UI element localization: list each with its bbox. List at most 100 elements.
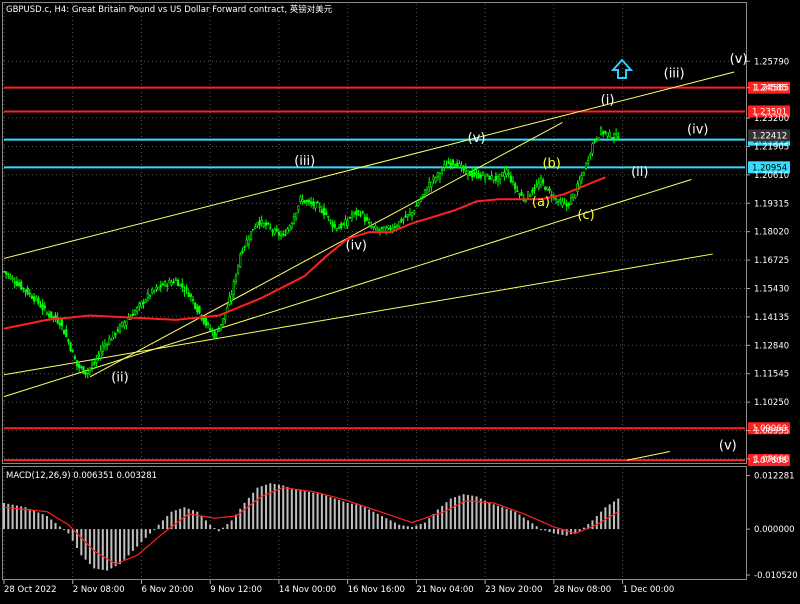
macd-bar [307,492,310,530]
candles [2,126,620,379]
time-tick-label: 6 Nov 20:00 [141,585,193,595]
candle-body [131,313,134,317]
candle-body [90,364,94,369]
trendline-0 [3,71,735,259]
target-arrow [610,58,634,79]
macd-bar [445,502,448,530]
candle-body [110,339,113,341]
macd-bar [303,491,306,530]
candle-body [146,293,150,299]
candle-body [28,292,31,295]
macd-bar [587,524,590,530]
price-tick-label: 1.21905 [754,142,789,152]
candle-body [460,165,463,168]
candle-body [282,233,285,236]
macd-bar [527,520,530,530]
macd-bar [458,495,461,530]
candle-body [108,338,111,345]
macd-bar [591,520,594,530]
macd-bar [204,520,207,530]
candle-body [256,222,259,226]
time-tick-label: 23 Nov 20:00 [485,585,542,595]
candle-body [277,231,281,236]
price-axis: 1.25790 1.24585 1.23200 1.21905 1.20610 1.193… [746,57,789,465]
macd-bar [359,505,362,530]
candle-body [479,174,482,178]
candle-body [402,218,405,221]
macd-bar [406,526,409,530]
candle-body [37,297,40,304]
candle-body [211,329,214,333]
macd-bar [106,529,109,571]
macd-bar [273,484,276,530]
wave-label-4: (a) [532,195,550,210]
candle-body [209,328,212,331]
candle-body [159,284,162,288]
time-tick-label: 2 Nov 08:00 [73,585,125,595]
macd-tick-label: 0.012281 [754,472,795,482]
price-tick-label: 1.23200 [754,114,789,124]
macd-bar [462,494,465,530]
candle-body [260,220,263,224]
candle-body [599,127,603,135]
candle-body [434,177,437,182]
price-tick-label: 1.16725 [754,256,789,266]
wave-label-5: (b) [542,156,560,171]
candle-body [337,227,341,229]
macd-bar [239,508,242,530]
candle-body [464,168,467,172]
candle-body [221,318,225,326]
macd-bar [436,509,439,530]
candle-body [410,211,414,217]
candle-body [151,288,154,294]
candle-body [363,216,366,222]
level-tag-1.20954 [748,161,790,174]
candle-body [574,194,577,199]
candle-body [204,318,207,326]
macd-bar [161,520,164,530]
macd-bar [118,529,121,565]
macd-bar [402,525,405,530]
macd-bar [389,520,392,530]
macd-bar [350,503,353,530]
candle-body [185,287,188,290]
candle-body [133,310,137,316]
candle-body [608,132,611,138]
macd-bar [612,501,615,530]
candle-body [123,321,126,327]
candle-body [481,172,485,176]
candle-body [537,182,540,189]
macd-bar [574,529,577,533]
wave-label-3: (v) [468,131,486,146]
candle-body [148,294,152,297]
candle-body [194,302,197,309]
candle-body [206,322,210,325]
macd-bar [114,529,117,567]
candle-body [468,170,472,176]
macd-bar [325,495,328,530]
macd-bar [282,485,285,530]
candle-body [213,332,216,339]
wave-label-10: (iv) [687,122,708,137]
candle-body [567,203,570,206]
candle-body [380,226,384,229]
candle-body [116,329,119,332]
candle-body [610,137,613,140]
macd-label: MACD(12,26,9) 0.006351 0.003281 [6,471,157,481]
macd-bar [582,527,585,530]
macd-bar [471,495,474,530]
wave-label-2: (iv) [346,239,367,254]
candle-body [196,306,199,313]
candle-body [101,344,104,352]
candle-body [501,172,504,176]
macd-bar [617,498,620,530]
candle-body [105,344,109,347]
macd-bar [522,517,525,530]
candle-body [582,172,586,176]
macd-bar [149,529,152,534]
macd-bar [423,522,426,530]
candle-body [230,294,233,302]
macd-bar [565,529,568,536]
